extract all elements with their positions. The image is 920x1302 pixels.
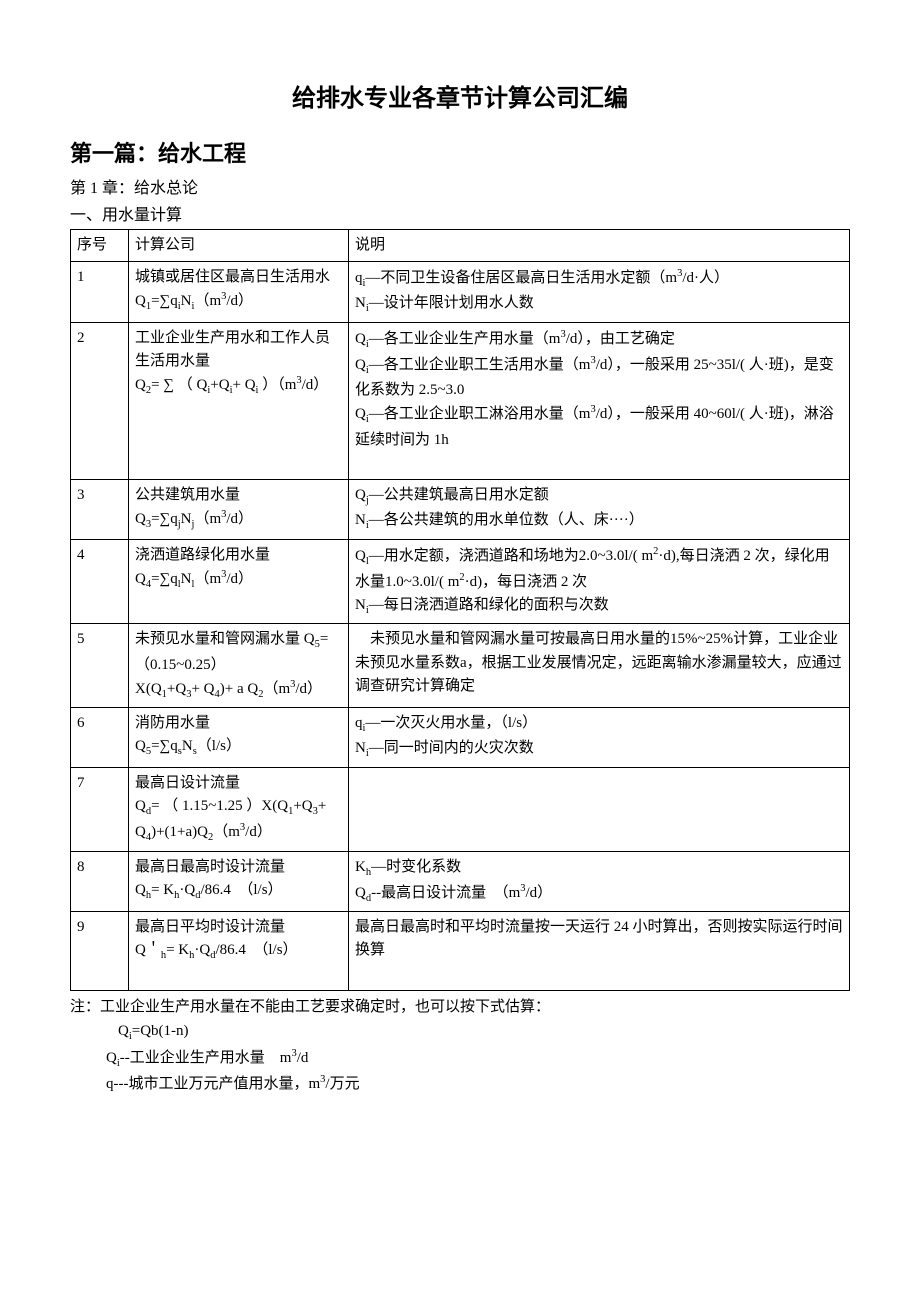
table-row: 4浇洒道路绿化用水量Q4=∑qlNl（m3/d）Ql—用水定额，浇洒道路和场地为… bbox=[71, 539, 850, 624]
note-line-1: 注：工业企业生产用水量在不能由工艺要求确定时，也可以按下式估算： bbox=[70, 999, 550, 1015]
cell-desc: Ql—用水定额，浇洒道路和场地为2.0~3.0l/( m2·d),每日浇洒 2 … bbox=[349, 539, 850, 624]
note-line-2: Qi=Qb(1-n) bbox=[70, 1019, 850, 1046]
cell-formula: 工业企业生产用水和工作人员生活用水量Q2= ∑ （ Qi+Qi+ Qi ）（m3… bbox=[129, 322, 349, 480]
footnotes: 注：工业企业生产用水量在不能由工艺要求确定时，也可以按下式估算： Qi=Qb(1… bbox=[70, 995, 850, 1097]
cell-desc: Kh—时变化系数Qd--最高日设计流量 （m3/d） bbox=[349, 851, 850, 912]
cell-num: 6 bbox=[71, 708, 129, 768]
col-num: 序号 bbox=[71, 229, 129, 261]
section-heading: 第一篇：给水工程 bbox=[70, 136, 850, 171]
cell-formula: 消防用水量Q5=∑qsNs（l/s） bbox=[129, 708, 349, 768]
cell-num: 4 bbox=[71, 539, 129, 624]
cell-num: 5 bbox=[71, 624, 129, 708]
cell-desc: Qj—公共建筑最高日用水定额Ni—各公共建筑的用水单位数（人、床····） bbox=[349, 480, 850, 540]
cell-num: 1 bbox=[71, 262, 129, 323]
cell-desc bbox=[349, 767, 850, 851]
cell-formula: 公共建筑用水量Q3=∑qjNj（m3/d） bbox=[129, 480, 349, 540]
cell-formula: 最高日最高时设计流量Qh= Kh·Qd/86.4 （l/s） bbox=[129, 851, 349, 912]
subsection-heading: 一、用水量计算 bbox=[70, 203, 850, 229]
cell-num: 9 bbox=[71, 912, 129, 991]
cell-num: 2 bbox=[71, 322, 129, 480]
col-formula: 计算公司 bbox=[129, 229, 349, 261]
water-calc-table: 序号 计算公司 说明 1城镇或居住区最高日生活用水Q1=∑qiNi（m3/d）q… bbox=[70, 229, 850, 991]
note-line-3: Qi--工业企业生产用水量 m3/d bbox=[70, 1046, 850, 1073]
table-row: 6消防用水量Q5=∑qsNs（l/s）qi—一次灭火用水量，（l/s）Ni—同一… bbox=[71, 708, 850, 768]
cell-desc: Qi—各工业企业生产用水量（m3/d），由工艺确定Qi—各工业企业职工生活用水量… bbox=[349, 322, 850, 480]
table-row: 7最高日设计流量Qd= （ 1.15~1.25 ）X(Q1+Q3+ Q4)+(1… bbox=[71, 767, 850, 851]
table-header-row: 序号 计算公司 说明 bbox=[71, 229, 850, 261]
cell-num: 3 bbox=[71, 480, 129, 540]
cell-desc: 未预见水量和管网漏水量可按最高日用水量的15%~25%计算，工业企业未预见水量系… bbox=[349, 624, 850, 708]
cell-num: 7 bbox=[71, 767, 129, 851]
table-row: 1城镇或居住区最高日生活用水Q1=∑qiNi（m3/d）qi—不同卫生设备住居区… bbox=[71, 262, 850, 323]
note-line-4: q---城市工业万元产值用水量，m3/万元 bbox=[70, 1072, 850, 1096]
table-row: 5未预见水量和管网漏水量 Q5=（0.15~0.25）X(Q1+Q3+ Q4)+… bbox=[71, 624, 850, 708]
document-title: 给排水专业各章节计算公司汇编 bbox=[70, 80, 850, 118]
table-row: 2工业企业生产用水和工作人员生活用水量Q2= ∑ （ Qi+Qi+ Qi ）（m… bbox=[71, 322, 850, 480]
chapter-heading: 第 1 章：给水总论 bbox=[70, 176, 850, 202]
col-desc: 说明 bbox=[349, 229, 850, 261]
cell-desc: qi—一次灭火用水量，（l/s）Ni—同一时间内的火灾次数 bbox=[349, 708, 850, 768]
table-row: 9最高日平均时设计流量Q＇h= Kh·Qd/86.4 （l/s）最高日最高时和平… bbox=[71, 912, 850, 991]
cell-formula: 城镇或居住区最高日生活用水Q1=∑qiNi（m3/d） bbox=[129, 262, 349, 323]
cell-formula: 最高日设计流量Qd= （ 1.15~1.25 ）X(Q1+Q3+ Q4)+(1+… bbox=[129, 767, 349, 851]
cell-formula: 未预见水量和管网漏水量 Q5=（0.15~0.25）X(Q1+Q3+ Q4)+ … bbox=[129, 624, 349, 708]
table-row: 8最高日最高时设计流量Qh= Kh·Qd/86.4 （l/s）Kh—时变化系数Q… bbox=[71, 851, 850, 912]
table-row: 3公共建筑用水量Q3=∑qjNj（m3/d）Qj—公共建筑最高日用水定额Ni—各… bbox=[71, 480, 850, 540]
cell-formula: 浇洒道路绿化用水量Q4=∑qlNl（m3/d） bbox=[129, 539, 349, 624]
cell-desc: qi—不同卫生设备住居区最高日生活用水定额（m3/d·人）Ni—设计年限计划用水… bbox=[349, 262, 850, 323]
cell-desc: 最高日最高时和平均时流量按一天运行 24 小时算出，否则按实际运行时间换算 bbox=[349, 912, 850, 991]
cell-num: 8 bbox=[71, 851, 129, 912]
cell-formula: 最高日平均时设计流量Q＇h= Kh·Qd/86.4 （l/s） bbox=[129, 912, 349, 991]
